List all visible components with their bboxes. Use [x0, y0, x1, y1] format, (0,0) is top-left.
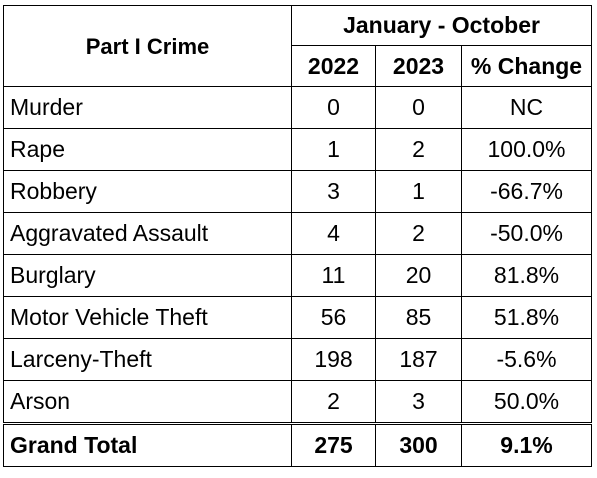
percent-change-cell: -66.7% [460, 170, 593, 213]
value-2022-cell: 11 [291, 254, 376, 297]
crime-statistics-table: Part I Crime January - October 2022 2023… [3, 5, 593, 467]
value-2023-cell: 187 [375, 338, 462, 381]
crime-name-cell: Murder [3, 86, 292, 129]
crime-name-cell: Burglary [3, 254, 292, 297]
value-2023-cell: 1 [375, 170, 462, 213]
table-row: Larceny-Theft 198 187 -5.6% [3, 338, 593, 381]
value-2022-cell: 4 [291, 212, 376, 255]
table-row: Burglary 11 20 81.8% [3, 254, 593, 297]
value-2023-cell: 3 [375, 380, 462, 424]
crime-name-cell: Rape [3, 128, 292, 171]
year-2023-header: 2023 [375, 45, 462, 87]
value-2022-cell: 56 [291, 296, 376, 339]
value-2022-cell: 198 [291, 338, 376, 381]
crime-table-container: Part I Crime January - October 2022 2023… [3, 5, 593, 467]
table-subheader-row: 2022 2023 % Change [4, 45, 593, 87]
value-2023-cell: 85 [375, 296, 462, 339]
table-header-row: Part I Crime January - October [3, 5, 593, 87]
total-percent-change-cell: 9.1% [460, 422, 593, 467]
percent-change-cell: -50.0% [460, 212, 593, 255]
crime-name-cell: Robbery [3, 170, 292, 213]
total-2022-cell: 275 [291, 422, 376, 467]
percent-change-cell: 100.0% [460, 128, 593, 171]
value-2022-cell: 3 [291, 170, 376, 213]
percent-change-cell: 81.8% [460, 254, 593, 297]
percent-change-cell: -5.6% [460, 338, 593, 381]
table-row: Aggravated Assault 4 2 -50.0% [3, 212, 593, 255]
value-2023-cell: 2 [375, 128, 462, 171]
value-2022-cell: 0 [291, 86, 376, 129]
crime-name-cell: Larceny-Theft [3, 338, 292, 381]
table-row: Robbery 3 1 -66.7% [3, 170, 593, 213]
period-header: January - October [290, 5, 593, 46]
crime-column-header: Part I Crime [3, 5, 292, 87]
crime-name-cell: Arson [3, 380, 292, 424]
table-row: Motor Vehicle Theft 56 85 51.8% [3, 296, 593, 339]
percent-change-cell: NC [460, 86, 593, 129]
value-2023-cell: 20 [375, 254, 462, 297]
table-row: Murder 0 0 NC [3, 86, 593, 129]
crime-name-cell: Motor Vehicle Theft [3, 296, 292, 339]
percent-change-cell: 51.8% [460, 296, 593, 339]
table-row: Arson 2 3 50.0% [3, 380, 593, 424]
value-2023-cell: 0 [375, 86, 462, 129]
percent-change-header: % Change [460, 45, 593, 87]
percent-change-cell: 50.0% [460, 380, 593, 424]
grand-total-row: Grand Total 275 300 9.1% [3, 422, 593, 467]
value-2022-cell: 2 [291, 380, 376, 424]
table-row: Rape 1 2 100.0% [3, 128, 593, 171]
value-2023-cell: 2 [375, 212, 462, 255]
year-2022-header: 2022 [291, 45, 376, 87]
grand-total-label: Grand Total [3, 422, 292, 467]
value-2022-cell: 1 [291, 128, 376, 171]
total-2023-cell: 300 [375, 422, 462, 467]
crime-name-cell: Aggravated Assault [3, 212, 292, 255]
